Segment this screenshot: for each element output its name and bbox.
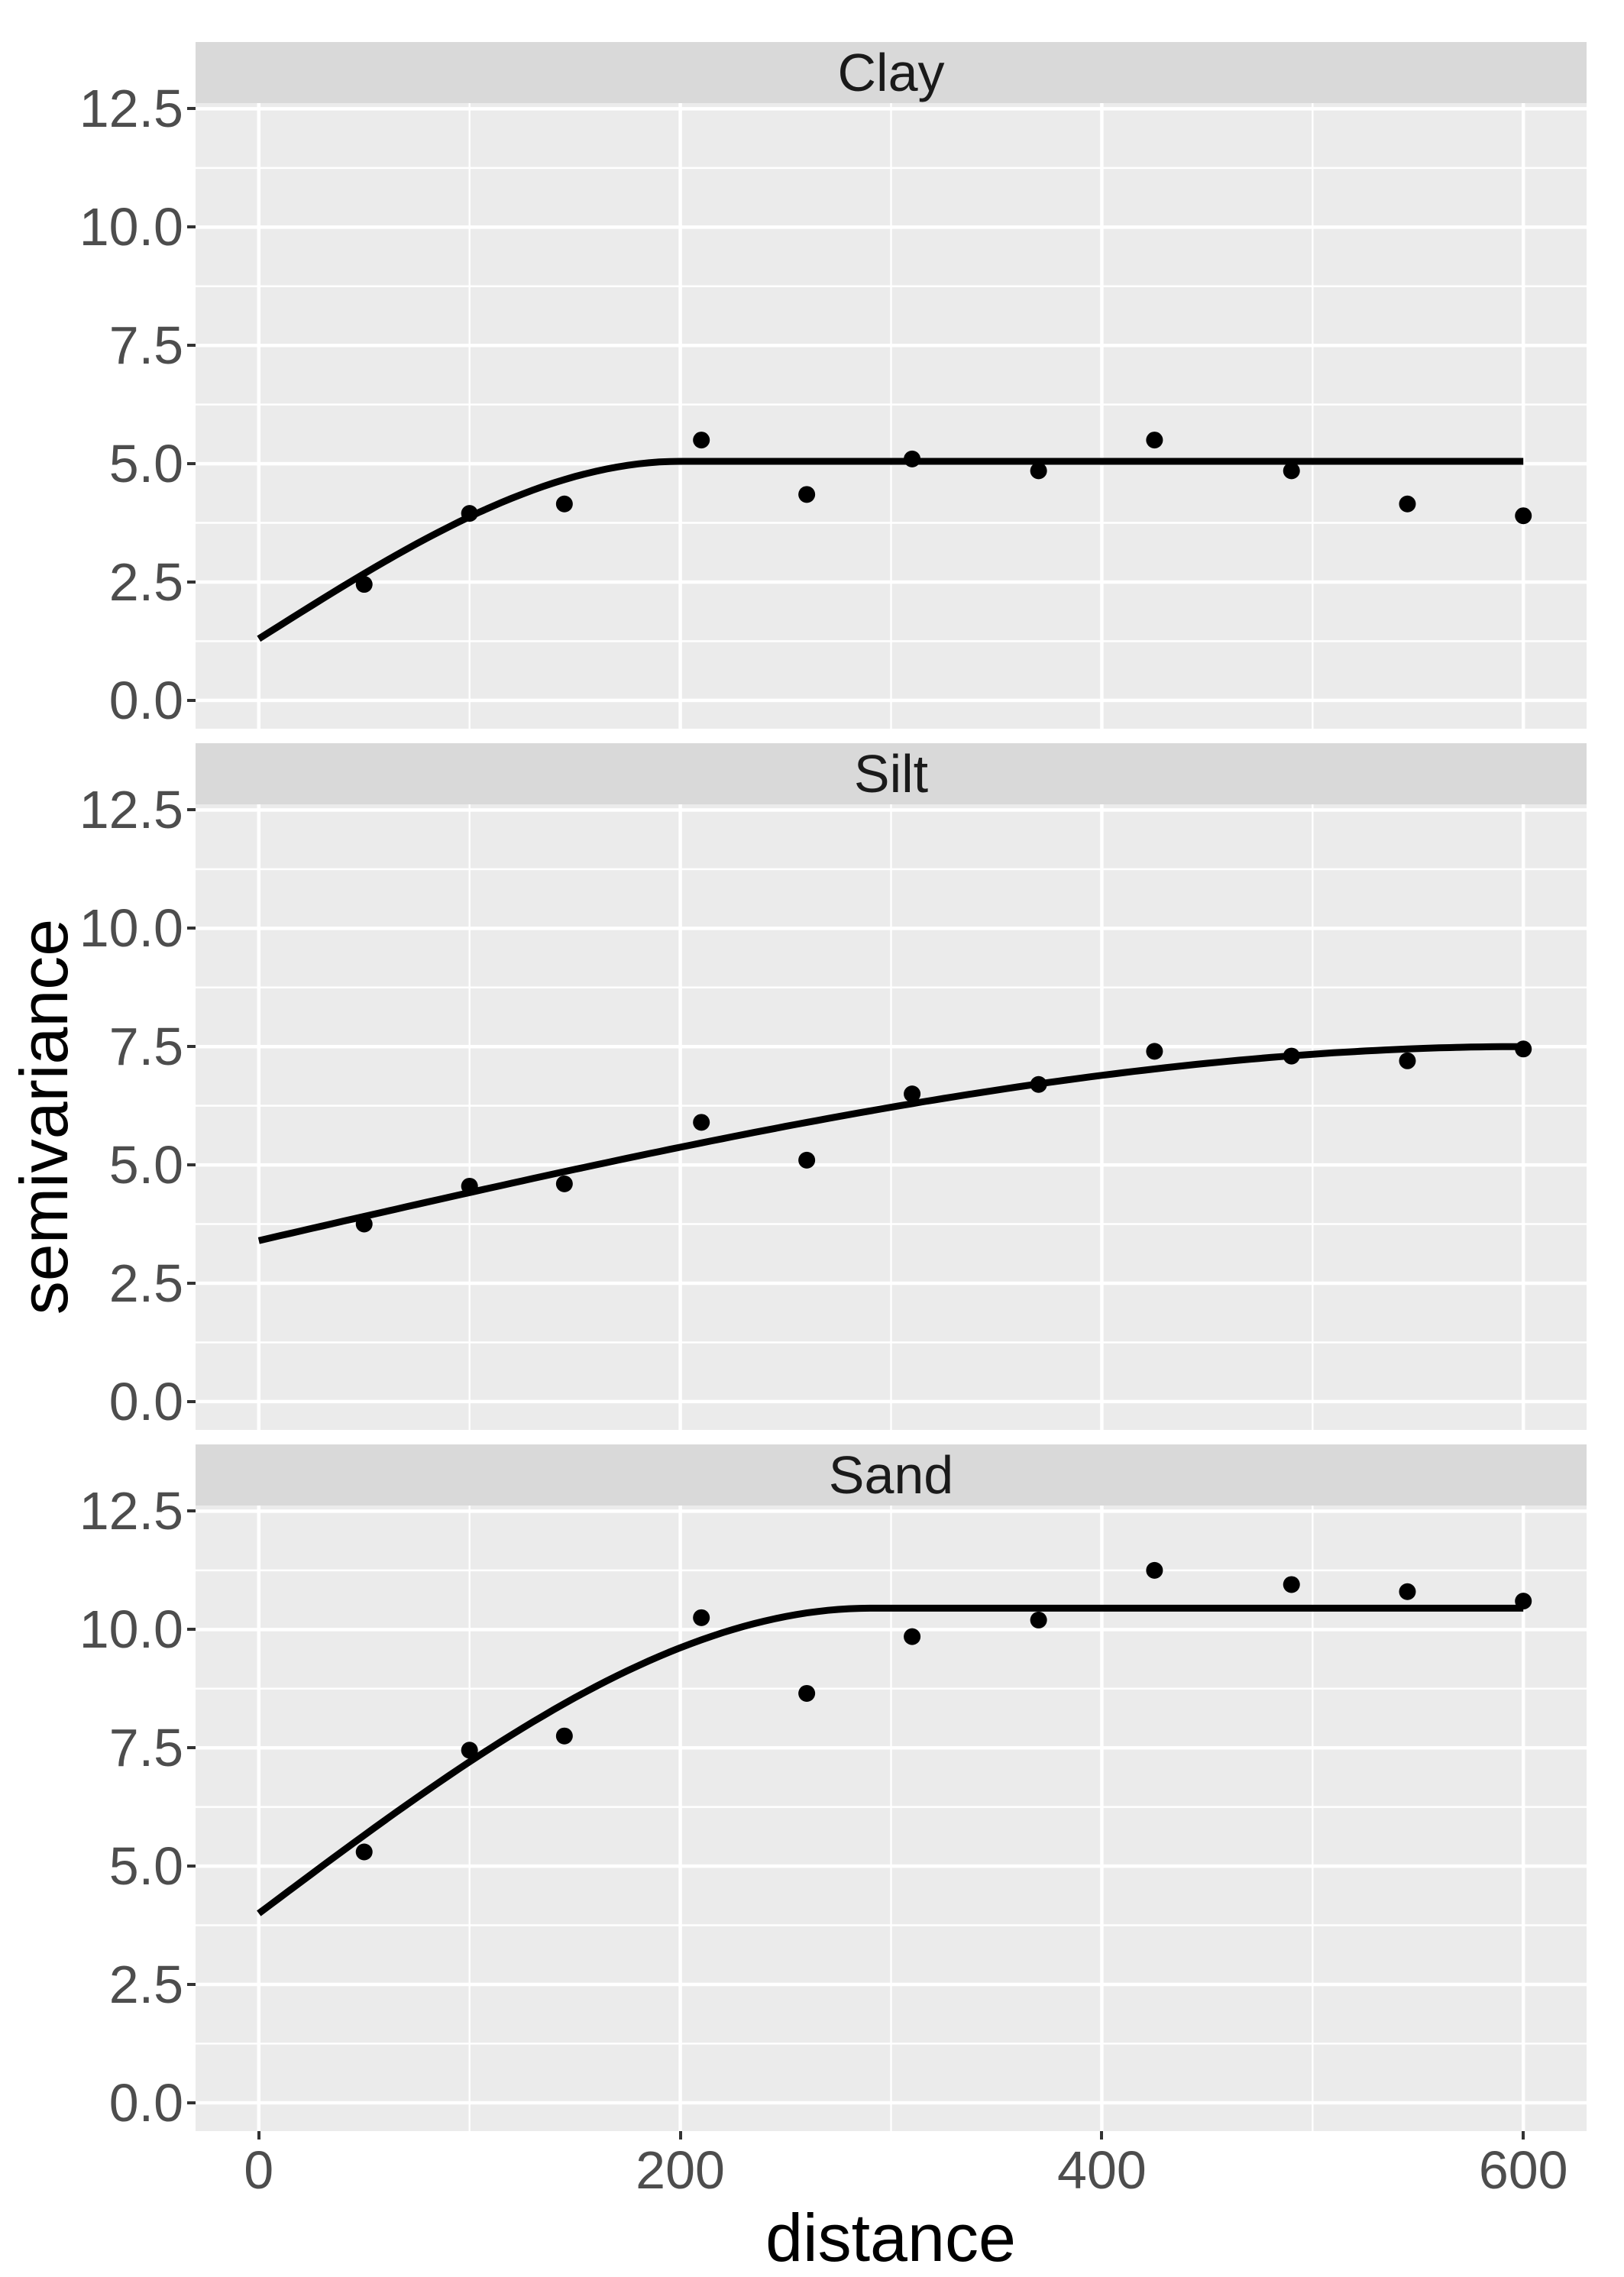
y-tick-label: 10.0 (79, 1599, 183, 1660)
data-point-clay (1283, 462, 1300, 480)
data-point-clay (1030, 462, 1047, 480)
x-tick-mark (1522, 2131, 1525, 2140)
data-point-silt (555, 1175, 573, 1192)
y-tick-label: 12.5 (79, 1481, 183, 1541)
x-tick-label: 400 (1057, 2140, 1147, 2200)
y-tick-mark (187, 462, 196, 466)
data-point-silt (355, 1215, 373, 1233)
y-tick-label: 5.0 (108, 1836, 183, 1897)
data-point-sand (461, 1742, 478, 1759)
data-point-sand (555, 1727, 573, 1745)
y-tick-mark (187, 1509, 196, 1513)
facet-strip-clay: Clay (196, 42, 1587, 103)
y-tick-label: 0.0 (108, 670, 183, 730)
y-tick-label: 0.0 (108, 1371, 183, 1431)
data-point-clay (1399, 495, 1416, 513)
data-point-sand (693, 1609, 710, 1626)
y-tick-mark (187, 1628, 196, 1632)
data-point-sand (904, 1628, 921, 1645)
data-point-sand (1399, 1583, 1416, 1600)
y-tick-mark (187, 1399, 196, 1403)
strip-label-sand: Sand (828, 1445, 954, 1505)
y-tick-mark (187, 2101, 196, 2104)
y-tick-label: 2.5 (108, 1253, 183, 1313)
model-line-sand (257, 1604, 1524, 1916)
data-point-clay (461, 505, 478, 522)
panel-clay (196, 103, 1587, 729)
y-tick-mark (187, 580, 196, 584)
strip-label-clay: Clay (837, 43, 945, 102)
data-point-clay (1146, 432, 1163, 449)
y-tick-mark (187, 1045, 196, 1049)
y-tick-mark (187, 1163, 196, 1167)
data-point-sand (1030, 1611, 1047, 1629)
panel-svg-silt (196, 804, 1587, 1430)
y-tick-mark (187, 698, 196, 702)
y-tick-label: 7.5 (108, 1017, 183, 1077)
data-point-silt (1146, 1043, 1163, 1060)
y-tick-mark (187, 1865, 196, 1868)
y-tick-label: 0.0 (108, 2072, 183, 2133)
x-tick-mark (257, 2131, 260, 2140)
data-point-sand (1146, 1561, 1163, 1579)
y-tick-label: 5.0 (108, 1135, 183, 1195)
x-tick-mark (678, 2131, 682, 2140)
y-tick-mark (187, 107, 196, 111)
y-tick-mark (187, 1746, 196, 1750)
y-tick-label: 7.5 (108, 1718, 183, 1778)
data-point-clay (1515, 507, 1532, 525)
data-point-silt (1399, 1052, 1416, 1069)
x-tick-mark (1100, 2131, 1104, 2140)
x-tick-label: 0 (244, 2140, 274, 2200)
data-point-clay (798, 486, 816, 503)
panel-silt (196, 804, 1587, 1430)
data-point-clay (904, 450, 921, 467)
y-tick-mark (187, 1982, 196, 1986)
y-tick-mark (187, 225, 196, 229)
data-point-silt (461, 1177, 478, 1195)
y-tick-label: 10.0 (79, 898, 183, 959)
data-point-sand (1515, 1593, 1532, 1610)
data-point-clay (693, 432, 710, 449)
facet-strip-silt: Silt (196, 743, 1587, 804)
y-tick-label: 12.5 (79, 79, 183, 139)
data-point-silt (1515, 1040, 1532, 1058)
y-tick-mark (187, 927, 196, 930)
data-point-sand (355, 1843, 373, 1861)
data-point-clay (555, 495, 573, 513)
data-point-silt (904, 1085, 921, 1103)
y-tick-label: 2.5 (108, 1954, 183, 2014)
y-tick-label: 5.0 (108, 434, 183, 494)
panel-svg-sand (196, 1506, 1587, 2131)
y-tick-label: 12.5 (79, 780, 183, 840)
x-tick-label: 200 (636, 2140, 725, 2200)
y-tick-mark (187, 808, 196, 812)
data-point-silt (1030, 1075, 1047, 1093)
y-tick-mark (187, 1281, 196, 1285)
y-tick-label: 10.0 (79, 197, 183, 257)
y-axis-title: semivariance (6, 918, 82, 1315)
x-axis-title: distance (765, 2200, 1016, 2275)
strip-label-silt: Silt (853, 744, 929, 804)
panel-sand (196, 1506, 1587, 2131)
data-point-silt (693, 1114, 710, 1131)
y-tick-label: 2.5 (108, 551, 183, 612)
data-point-sand (798, 1684, 816, 1702)
facet-strip-sand: Sand (196, 1444, 1587, 1506)
y-tick-label: 7.5 (108, 315, 183, 376)
y-tick-mark (187, 344, 196, 348)
data-point-silt (798, 1151, 816, 1169)
data-point-silt (1283, 1047, 1300, 1065)
data-point-sand (1283, 1576, 1300, 1593)
x-tick-label: 600 (1478, 2140, 1568, 2200)
panel-svg-clay (196, 103, 1587, 729)
data-point-clay (355, 576, 373, 594)
